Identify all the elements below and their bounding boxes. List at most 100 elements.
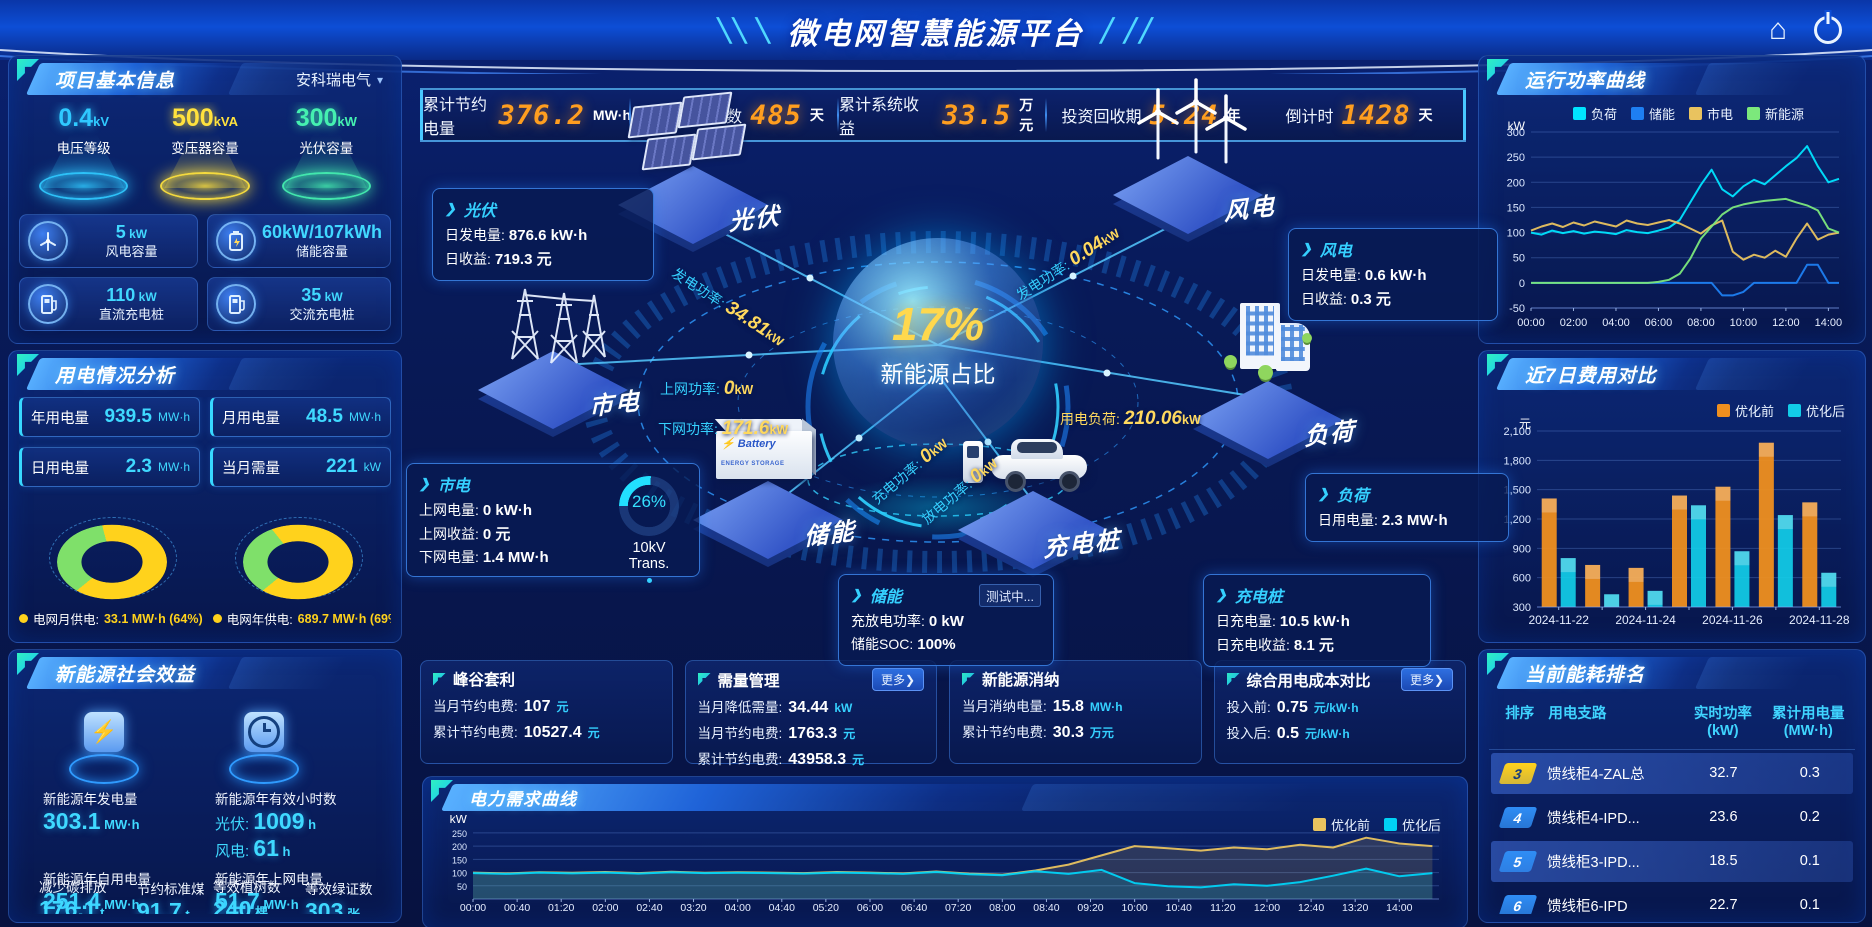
svg-text:1,200: 1,200	[1503, 514, 1531, 526]
svg-text:2024-11-28: 2024-11-28	[1789, 613, 1849, 627]
kpi-item: 累计节约电量 376.2 MW·h	[423, 90, 631, 140]
svg-text:250: 250	[452, 829, 467, 839]
svg-text:10:40: 10:40	[1166, 902, 1192, 914]
info-key: 充放电功率:	[851, 613, 925, 629]
gauge-dot	[646, 578, 652, 583]
kpi-label: 累计系统收益	[839, 97, 920, 138]
more-button[interactable]: 更多❯	[1400, 668, 1453, 691]
legend-label: 负荷	[1591, 107, 1618, 122]
building-graphic	[1218, 303, 1328, 395]
info-box-title: ❯ 充电桩	[1216, 587, 1283, 606]
table-row[interactable]: 4 馈线柜4-IPD... 23.6 0.2	[1491, 797, 1853, 838]
legend-label: 储能	[1649, 107, 1676, 122]
table-row[interactable]: 6 馈线柜6-IPD 22.7 0.1	[1491, 885, 1853, 914]
benefit-card: 综合用电成本对比 更多❯ 投入前: 0.75 元/kW·h 投入后: 0.5 元/kW·h	[1213, 660, 1466, 764]
social-stat-value: 51.7	[215, 888, 260, 914]
svg-text:12:00: 12:00	[1254, 902, 1280, 914]
legend-label: 优化前	[1330, 818, 1370, 833]
card-row: 累计节约电费: 43958.3 元	[698, 748, 925, 769]
realtime-power: 18.5	[1709, 853, 1738, 870]
kpi-bar: 累计节约电量376.2MW·h累计运行天数485天累计系统收益33.5万元投资回…	[420, 88, 1466, 142]
info-value: 876.6 kW·h	[508, 227, 588, 244]
card-title: 峰谷套利	[453, 672, 516, 689]
table-row[interactable]: 5 馈线柜3-IPD... 18.5 0.1	[1491, 840, 1853, 882]
social-stat-label: 新能源年上网电量	[215, 872, 323, 887]
table-row[interactable]: 3 馈线柜4-ZAL总 32.7 0.3	[1491, 752, 1853, 794]
svg-text:12:00: 12:00	[1772, 317, 1800, 329]
social-stat-label: 减少碳排放	[39, 880, 107, 895]
panel-cost-compare: 近7日费用对比 优化前 优化后 300 600 900 1,200 1,500 1,800 2…	[1478, 350, 1866, 643]
stat-unit: MW·h	[158, 460, 190, 474]
demand-curve-chart: 50 100 150 200 250 kW 00:00 00:40 01:20 02:00 02:4…	[433, 815, 1457, 920]
social-stat-value: 240	[213, 896, 252, 914]
legend-label: 新能源	[1765, 107, 1805, 122]
svg-text:05:20: 05:20	[813, 902, 839, 914]
home-icon[interactable]: ⌂	[1768, 13, 1788, 46]
node-wind: 风电	[1098, 78, 1278, 238]
new-energy-ratio-label: 新能源占比	[880, 361, 996, 387]
svg-text:2024-11-22: 2024-11-22	[1528, 613, 1589, 627]
company-select[interactable]: 安科瑞电气 ▾	[296, 69, 383, 90]
node-label: 光伏	[729, 202, 782, 237]
legend-item: 新能源	[1747, 104, 1804, 123]
more-button[interactable]: 更多❯	[871, 668, 924, 691]
capacity-label: 交流充电桩	[289, 307, 355, 323]
svg-text:00:00: 00:00	[1517, 317, 1545, 329]
legend-label: 优化后	[1805, 404, 1845, 419]
social-stat: 新能源年有效小时数 光伏: 1009 h 风电: 61 h	[215, 788, 337, 862]
card-title: 新能源消纳	[982, 672, 1060, 689]
legend-swatch	[1631, 107, 1645, 120]
transformer-gauge: 10kV Trans.	[613, 476, 685, 583]
stat-label: 日用电量	[31, 460, 89, 477]
info-box-row: 充放电功率: 0 kW	[851, 611, 1041, 631]
spotlight-value: 0.4kV	[58, 104, 109, 132]
card-row-unit: 元	[587, 726, 600, 740]
panel-social-benefit: 新能源社会效益 ⚡ 新能源年发电量 303.1 MW·h 新能源年有效小时数 光伏: …	[8, 649, 402, 923]
svg-text:13:20: 13:20	[1342, 902, 1368, 914]
social-stat-value: 251.4	[43, 888, 101, 914]
arrow-icon: ❯	[1301, 241, 1312, 256]
node-load: 负荷	[1178, 303, 1358, 463]
card-row-unit: 万元	[1089, 726, 1114, 740]
svg-text:10:00: 10:00	[1122, 902, 1148, 914]
realtime-power: 22.7	[1709, 897, 1738, 914]
svg-text:03:20: 03:20	[680, 902, 706, 914]
glow-pad	[39, 172, 129, 200]
card-row: 当月降低需量: 34.44 kW	[698, 696, 925, 717]
capacity-card: 60kW/107kWh 储能容量	[206, 214, 391, 268]
card-row-label: 累计节约电费:	[433, 725, 518, 740]
svg-text:kW: kW	[450, 815, 468, 826]
card-row-unit: 元/kW·h	[1313, 701, 1359, 715]
panel-energy-ranking: 当前能耗排名 排序 用电支路 实时功率 (kW) 累计用电量 (MW·h) 3 馈线柜4-Z…	[1478, 649, 1866, 923]
power-icon[interactable]	[1812, 14, 1844, 46]
info-value: 0.3 元	[1350, 291, 1391, 308]
charger-info-box: ❯ 充电桩 日充电量: 10.5 kW·h 日充电收益: 8.1 元	[1203, 574, 1431, 667]
spotlight-label: 电压等级	[56, 141, 111, 156]
social-stat-value: 303.1	[43, 808, 101, 834]
card-row-label: 累计节约电费:	[697, 752, 783, 767]
power-stat: 当月需量 221 kW	[210, 447, 391, 487]
total-energy: 0.1	[1799, 853, 1820, 870]
panel-run-power: 运行功率曲线 负荷 储能 市电 新能源 -50 0 50 100 150 200 250 300 kW…	[1478, 55, 1866, 344]
svg-text:2024-11-24: 2024-11-24	[1615, 613, 1676, 627]
panel-power-analysis: 用电情况分析 年用电量 939.5 MW·h 月用电量 48.5 MW·h 日用电量 2.3 M…	[8, 350, 402, 643]
panel-title: 新能源社会效益	[55, 665, 196, 686]
spotlight-value: 500kVA	[171, 104, 239, 132]
legend-dot	[19, 614, 28, 623]
stat-value: 221	[325, 456, 358, 477]
stat-unit: MW·h	[349, 410, 381, 424]
node-label: 负荷	[1304, 417, 1357, 452]
legend-swatch	[1716, 404, 1730, 417]
gauge-percent: 26%	[631, 492, 667, 511]
legend-swatch	[1689, 107, 1703, 120]
legend-swatch	[1312, 818, 1326, 831]
flow-unit: kW	[1182, 413, 1201, 427]
flow-value: 0	[723, 378, 735, 399]
card-row-value: 107	[523, 698, 551, 715]
power-towers-graphic	[511, 288, 606, 364]
title-deco-right: ╱ ╱╱	[1100, 18, 1155, 43]
card-row: 投入后: 0.5 元/kW·h	[1227, 722, 1454, 743]
testing-badge: 测试中...	[979, 583, 1041, 607]
company-name: 安科瑞电气	[295, 72, 371, 89]
